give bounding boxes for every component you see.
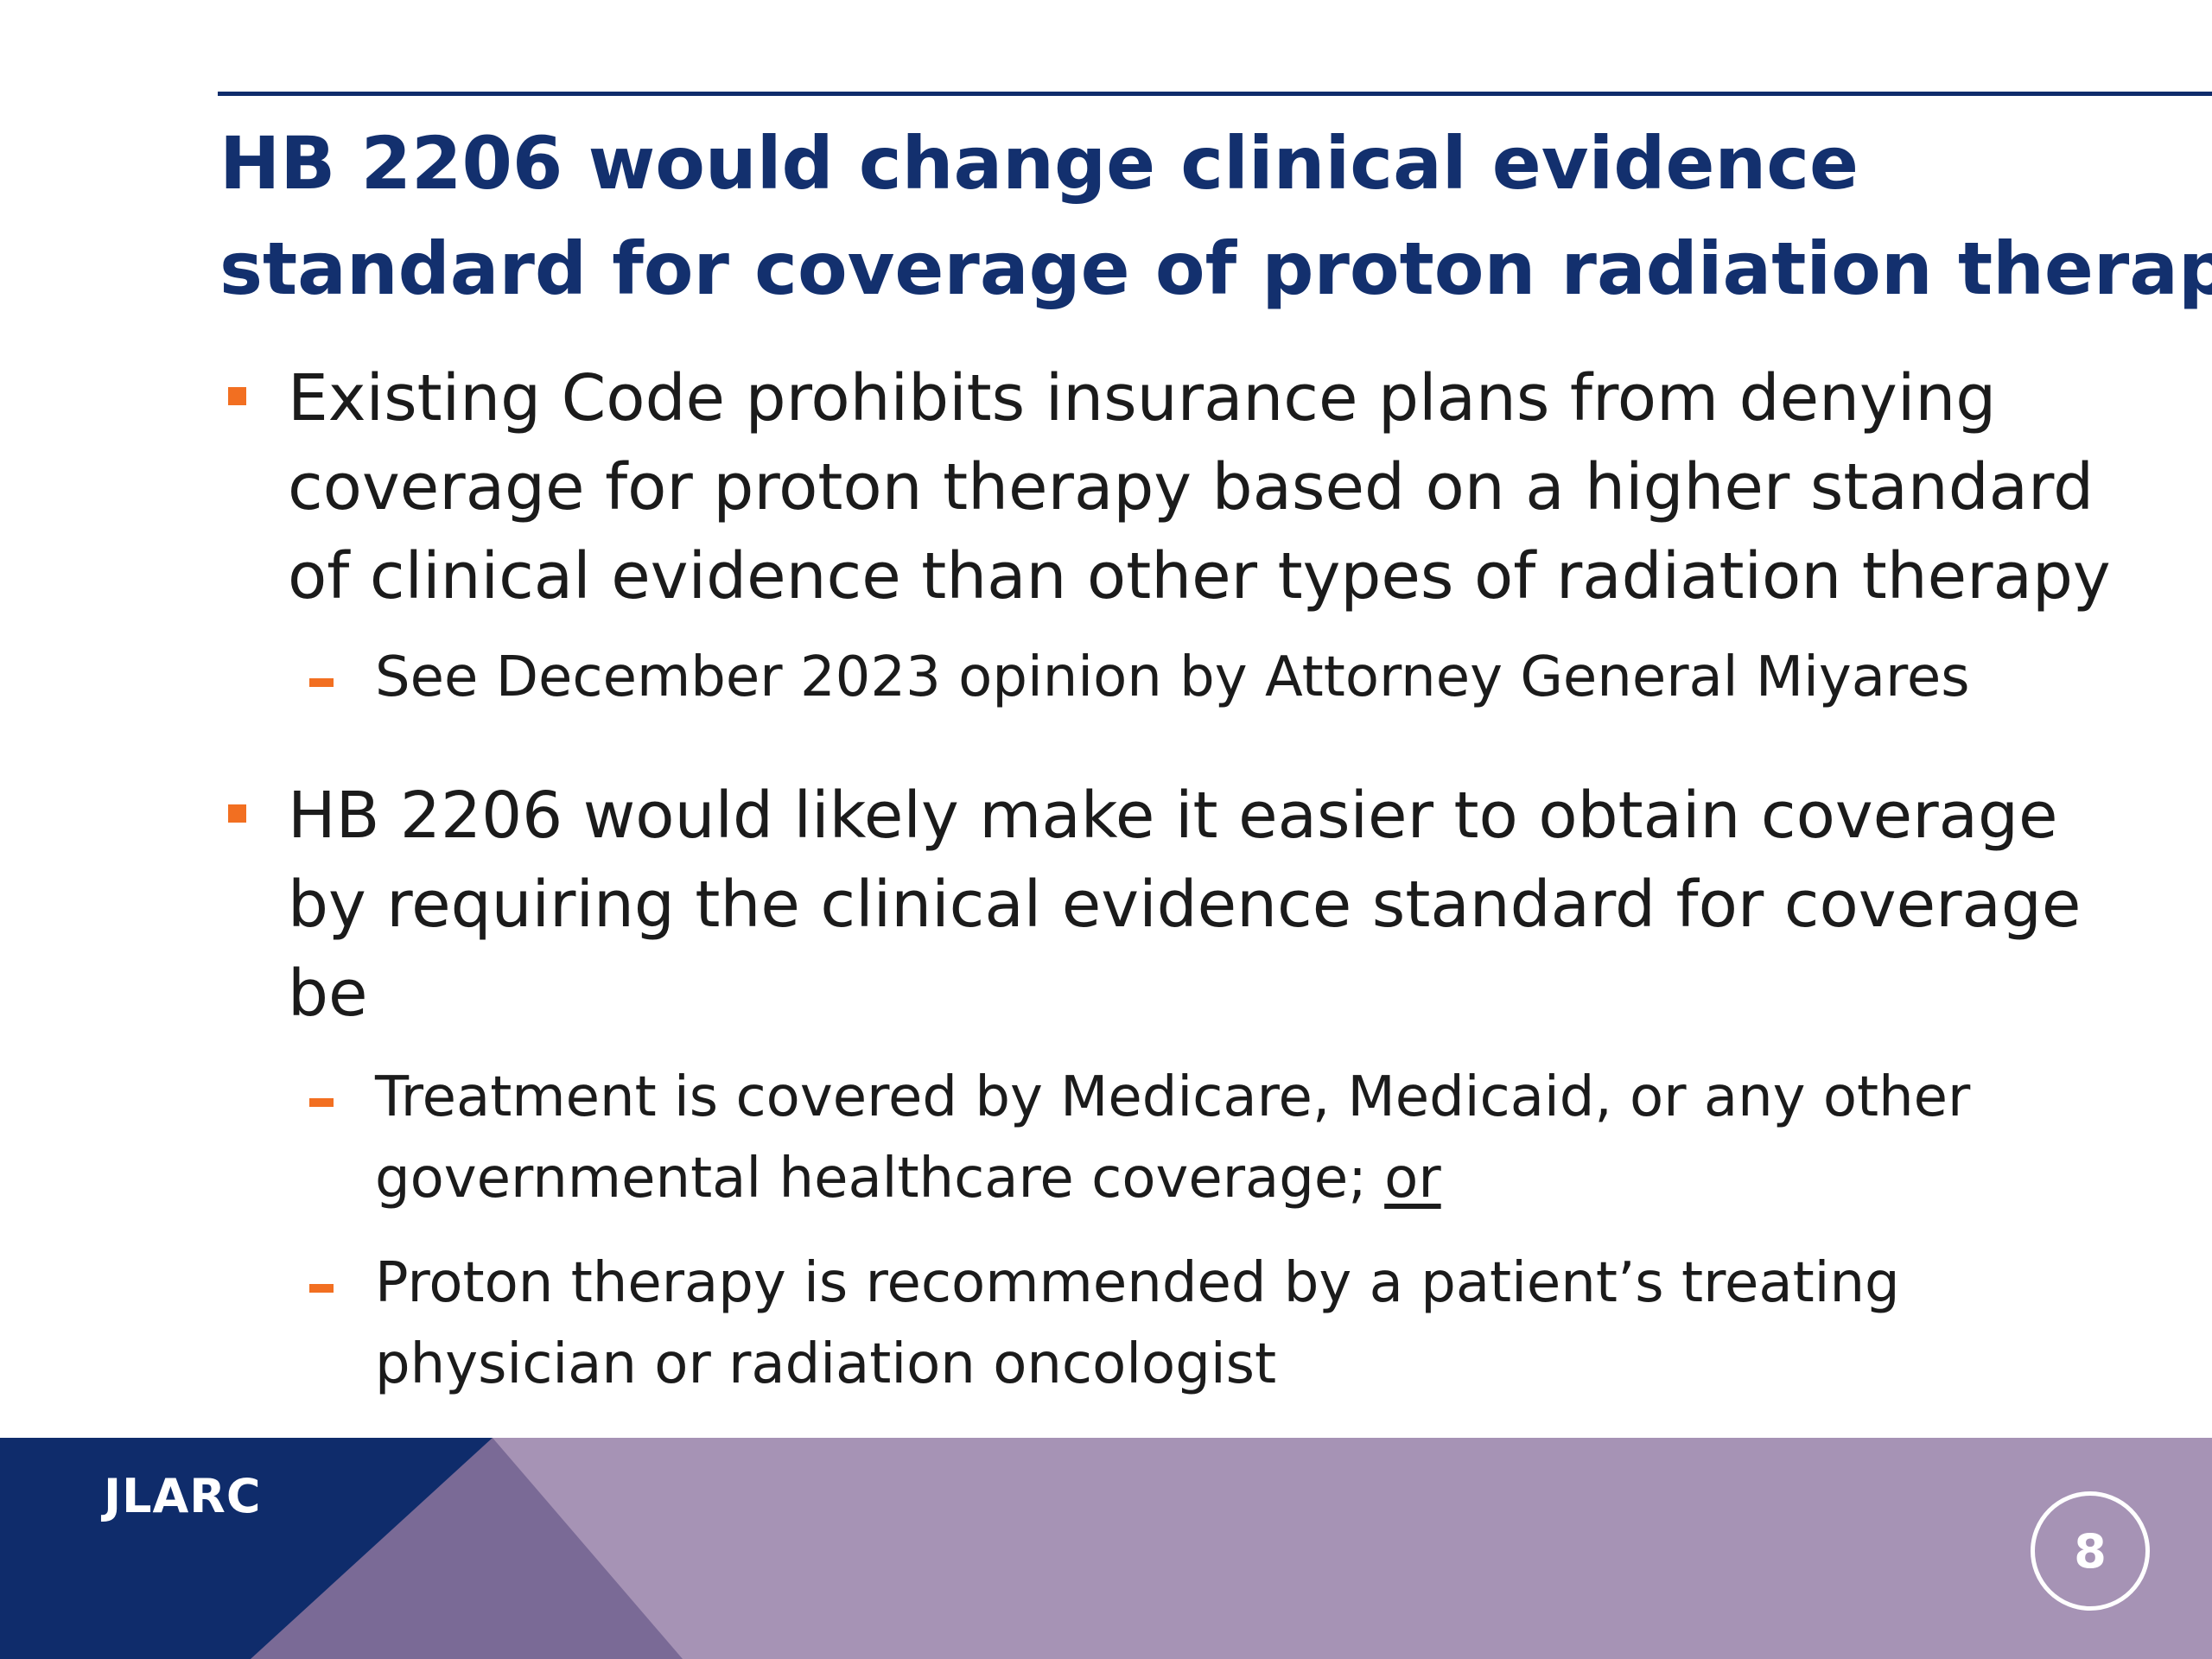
page-number-badge: 8: [2031, 1491, 2150, 1611]
sub-bullet-text: governmental healthcare coverage;: [375, 1147, 1385, 1211]
sub-bullet-line: See December 2023 opinion by Attorney Ge…: [375, 645, 1970, 709]
sub-bullet-line: Proton therapy is recommended by a patie…: [375, 1251, 1900, 1315]
bullet-line: of clinical evidence than other types of…: [288, 539, 2111, 613]
sub-bullet-physician: Proton therapy is recommended by a patie…: [309, 1243, 2146, 1405]
title-rule: [218, 92, 2212, 96]
square-bullet-icon: [228, 804, 246, 823]
sub-bullet-line: governmental healthcare coverage; or: [375, 1138, 2146, 1219]
footer-shapes: [0, 1438, 2212, 1659]
bullet-line: HB 2206 would likely make it easier to o…: [288, 779, 2058, 853]
footer-violet-triangle: [251, 1438, 683, 1659]
bullet-hb2206-effect: HB 2206 would likely make it easier to o…: [228, 772, 2145, 1039]
dash-bullet-icon: [309, 1098, 334, 1107]
footer-band: [0, 1438, 2212, 1659]
bullet-line: by requiring the clinical evidence stand…: [288, 868, 2082, 942]
sub-bullet-line: Treatment is covered by Medicare, Medica…: [375, 1065, 1971, 1129]
sub-bullet-ag-opinion: See December 2023 opinion by Attorney Ge…: [309, 637, 2146, 718]
bullet-line: Existing Code prohibits insurance plans …: [288, 361, 1997, 435]
title-line-1: HB 2206 would change clinical evidence: [219, 121, 1859, 206]
footer-navy-wedge: [0, 1438, 493, 1659]
jlarc-logo: JLARC: [104, 1469, 262, 1523]
title-line-2: standard for coverage of proton radiatio…: [219, 226, 2212, 311]
slide-title: HB 2206 would change clinical evidence s…: [219, 111, 2212, 321]
bullet-line: be: [288, 957, 368, 1031]
underlined-or: or: [1384, 1147, 1441, 1211]
bullet-existing-code: Existing Code prohibits insurance plans …: [228, 354, 2145, 621]
sub-bullet-medicare: Treatment is covered by Medicare, Medica…: [309, 1057, 2146, 1219]
dash-bullet-icon: [309, 1284, 334, 1293]
bullet-line: coverage for proton therapy based on a h…: [288, 450, 2094, 524]
sub-bullet-line: physician or radiation oncologist: [375, 1332, 1277, 1396]
square-bullet-icon: [228, 387, 246, 405]
dash-bullet-icon: [309, 678, 334, 687]
